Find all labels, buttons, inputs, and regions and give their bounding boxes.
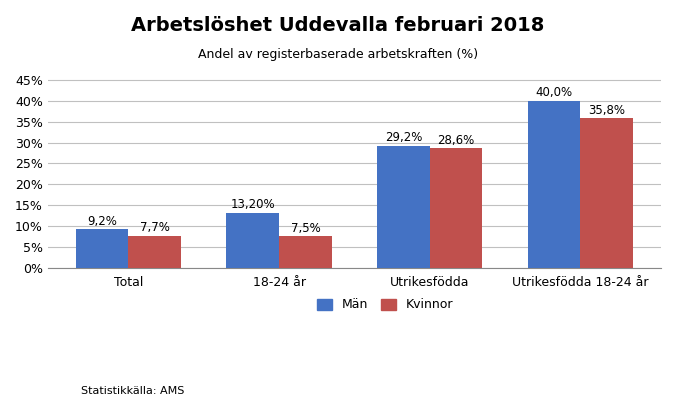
Bar: [128, 236, 181, 268]
Bar: [377, 146, 430, 268]
Text: Arbetslöshet Uddevalla februari 2018: Arbetslöshet Uddevalla februari 2018: [131, 16, 545, 35]
Text: 7,7%: 7,7%: [140, 221, 170, 234]
Text: Andel av registerbaserade arbetskraften (%): Andel av registerbaserade arbetskraften …: [198, 48, 478, 61]
Bar: [76, 229, 128, 268]
Text: 13,20%: 13,20%: [231, 198, 275, 211]
Text: 29,2%: 29,2%: [385, 131, 422, 144]
Text: Statistikkälla: AMS: Statistikkälla: AMS: [81, 386, 185, 396]
Bar: [226, 213, 279, 268]
Bar: [279, 236, 332, 268]
Text: 7,5%: 7,5%: [291, 222, 320, 235]
Text: 28,6%: 28,6%: [437, 134, 475, 147]
Bar: [581, 118, 633, 268]
Bar: [430, 148, 483, 268]
Bar: [528, 101, 581, 268]
Text: 40,0%: 40,0%: [535, 86, 573, 99]
Text: 35,8%: 35,8%: [588, 104, 625, 117]
Legend: Män, Kvinnor: Män, Kvinnor: [312, 293, 458, 316]
Text: 9,2%: 9,2%: [87, 215, 117, 228]
